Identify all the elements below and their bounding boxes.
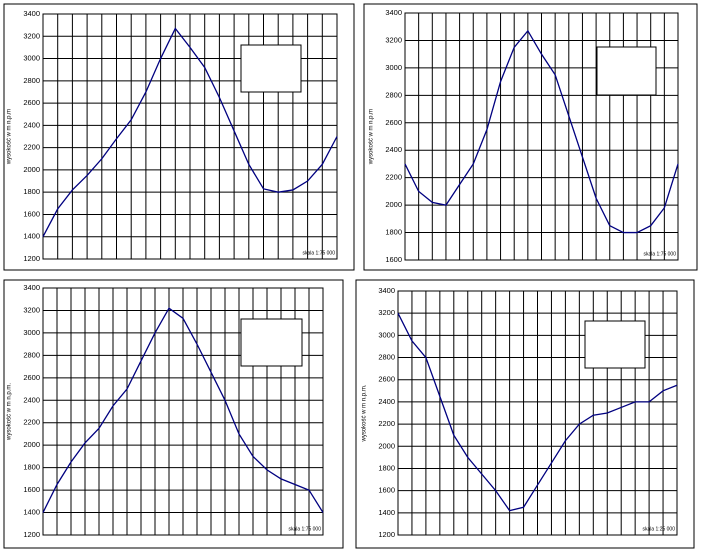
y-tick-label: 1400 <box>378 508 395 517</box>
y-tick-label: 3400 <box>23 283 40 292</box>
y-tick-label: 1200 <box>23 254 40 263</box>
y-tick-label: 3200 <box>23 31 40 40</box>
y-axis-label: wysokość w m n.p.m <box>369 109 375 165</box>
profile-line <box>42 27 338 238</box>
y-tick-label: 1400 <box>23 232 40 241</box>
y-tick-label: 3200 <box>385 35 402 44</box>
y-tick-label: 3000 <box>385 63 402 72</box>
scale-annotation: skala 1:75 000 <box>643 251 676 257</box>
y-tick-label: 1200 <box>23 530 40 539</box>
y-tick-label: 3400 <box>378 286 395 295</box>
y-tick-label: 2600 <box>385 118 402 127</box>
y-tick-label: 1800 <box>23 187 40 196</box>
y-tick-label: 2600 <box>23 98 40 107</box>
y-tick-label: 2400 <box>378 397 395 406</box>
y-tick-label: 2000 <box>23 440 40 449</box>
y-axis-label: wysokość w m n.p.m <box>7 109 13 165</box>
y-tick-label: 3200 <box>23 305 40 314</box>
y-tick-label: 3000 <box>23 328 40 337</box>
y-tick-label: 2600 <box>23 373 40 382</box>
y-tick-label: 2400 <box>23 395 40 404</box>
y-tick-label: 2200 <box>23 418 40 427</box>
y-tick-label: 2400 <box>385 145 402 154</box>
y-tick-label: 2200 <box>378 419 395 428</box>
y-tick-label: 3000 <box>23 54 40 63</box>
plot-border <box>397 290 678 536</box>
y-tick-label: 3400 <box>23 9 40 18</box>
profile-line <box>404 29 679 234</box>
y-axis-label: wysokość w m n.p.m. <box>7 383 13 441</box>
legend-box <box>596 46 657 96</box>
legend-box <box>240 44 302 93</box>
scale-annotation: skala 1:75 000 <box>288 526 321 532</box>
y-tick-label: 3400 <box>385 8 402 17</box>
y-tick-label: 1200 <box>378 530 395 539</box>
y-tick-label: 2800 <box>385 90 402 99</box>
y-tick-label: 2600 <box>378 375 395 384</box>
y-tick-label: 1600 <box>23 485 40 494</box>
y-tick-label: 1800 <box>385 228 402 237</box>
y-tick-label: 2000 <box>378 441 395 450</box>
y-tick-label: 2800 <box>23 76 40 85</box>
legend-box <box>584 320 646 369</box>
y-tick-label: 2800 <box>23 350 40 359</box>
plot-border <box>42 287 324 536</box>
y-tick-label: 2400 <box>23 120 40 129</box>
panel-frame <box>363 3 698 271</box>
panel-frame <box>3 3 355 271</box>
y-tick-label: 3000 <box>378 330 395 339</box>
panel-frame <box>355 279 695 549</box>
y-tick-label: 2000 <box>23 165 40 174</box>
y-tick-label: 2200 <box>385 173 402 182</box>
y-tick-label: 1800 <box>23 463 40 472</box>
profile-line <box>397 312 678 512</box>
y-tick-label: 1600 <box>378 486 395 495</box>
y-tick-label: 3200 <box>378 308 395 317</box>
legend-box <box>240 318 303 367</box>
y-tick-label: 1600 <box>385 255 402 264</box>
scale-annotation: skala 1:25 000 <box>642 526 675 532</box>
scale-annotation: skala 1:75 000 <box>302 250 335 256</box>
y-tick-label: 1800 <box>378 463 395 472</box>
y-tick-label: 2000 <box>385 200 402 209</box>
profile-line <box>42 307 324 513</box>
y-tick-label: 1400 <box>23 508 40 517</box>
plot-border <box>404 12 679 261</box>
y-axis-label: wysokość w m n.p.m. <box>362 384 368 442</box>
y-tick-label: 1600 <box>23 209 40 218</box>
y-tick-label: 2800 <box>378 353 395 362</box>
y-tick-label: 2200 <box>23 143 40 152</box>
